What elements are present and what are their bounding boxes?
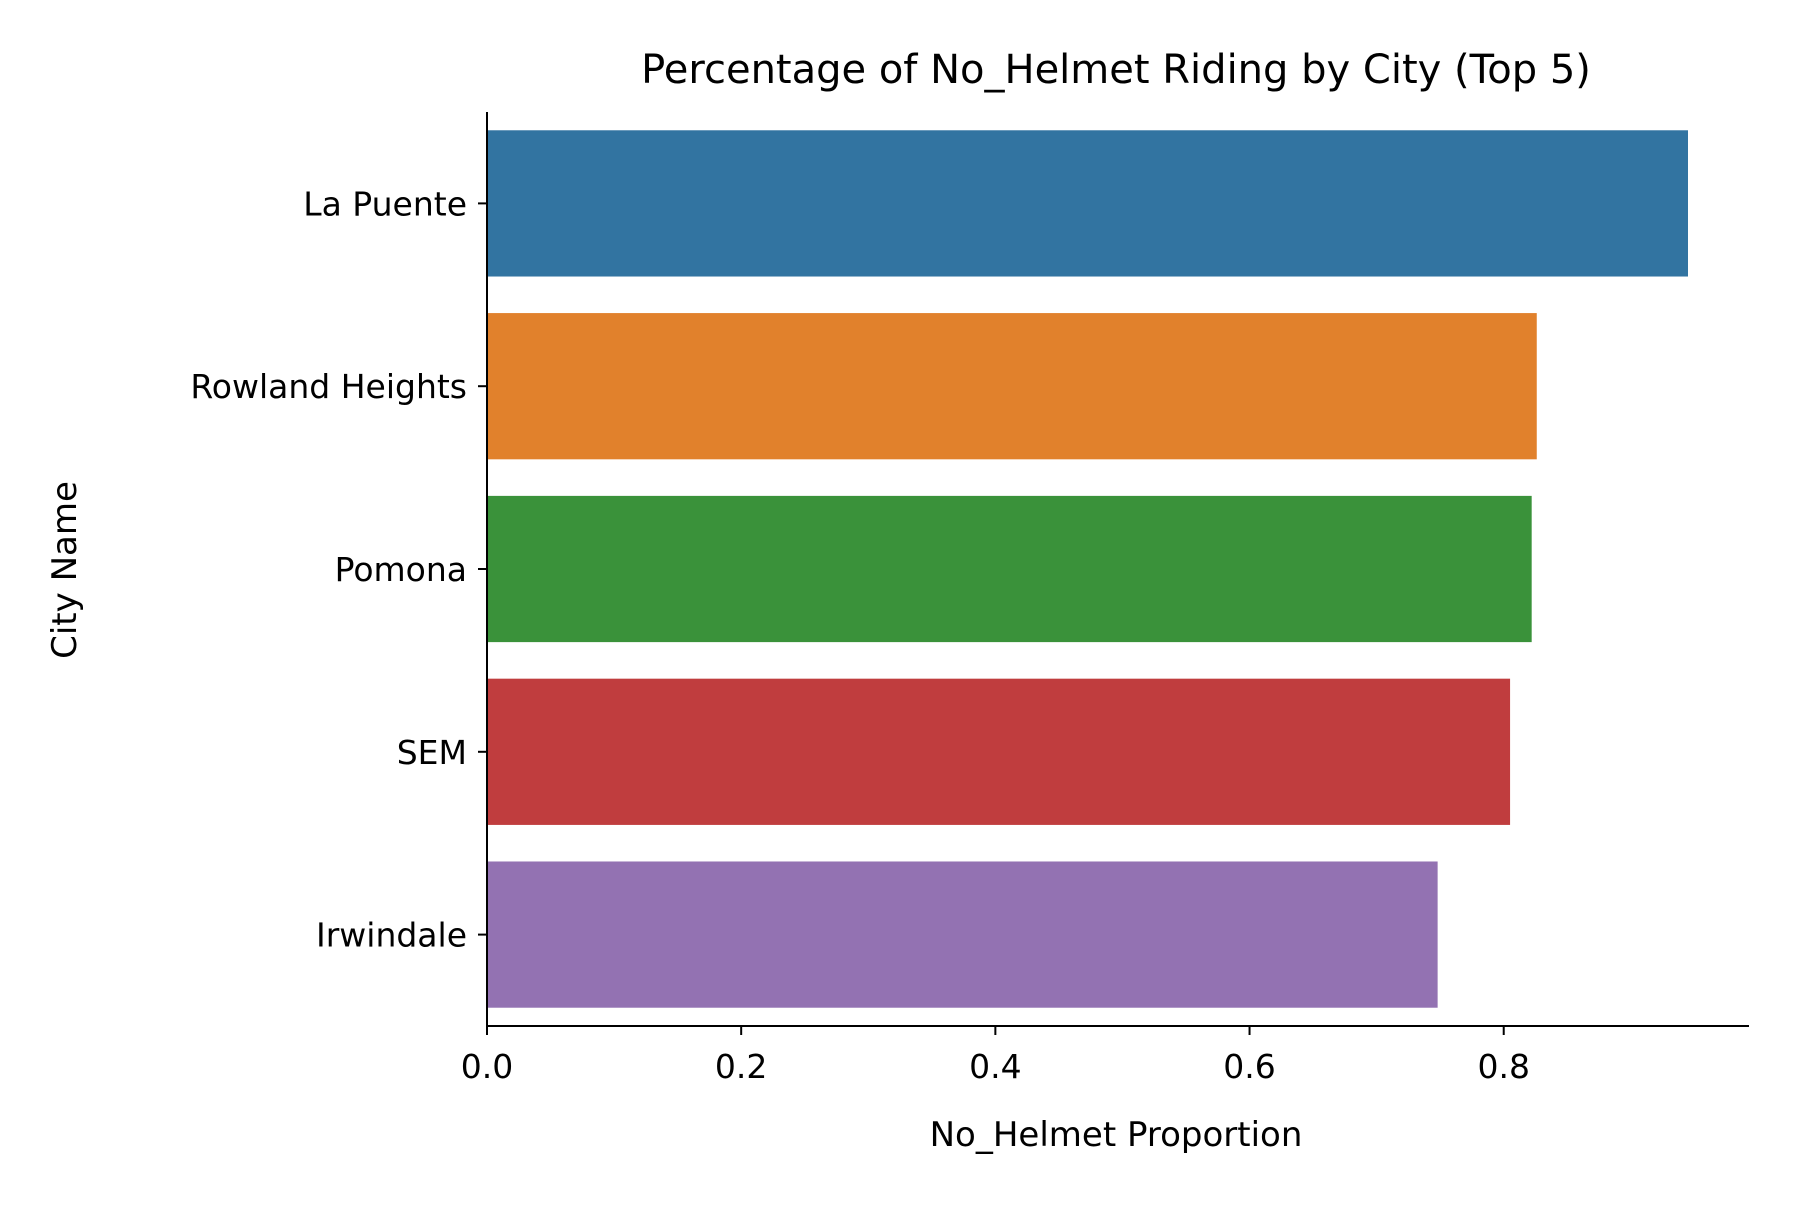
y-tick-label: Irwindale [316, 916, 467, 955]
x-tick-label: 0.8 [1477, 1047, 1529, 1086]
x-axis-label: No_Helmet Proportion [930, 1115, 1303, 1155]
y-axis-ticks: La Puente Rowland Heights Pomona SEM Irwinda… [190, 184, 487, 955]
bar-rowland-heights [487, 313, 1537, 460]
y-tick-label: Pomona [335, 550, 467, 589]
bar-sem [487, 678, 1511, 825]
bars-layer [487, 130, 1688, 1008]
y-tick-label: La Puente [303, 184, 467, 223]
x-axis-ticks: 0.0 0.2 0.4 0.6 0.8 [461, 1026, 1530, 1086]
x-tick-label: 0.2 [715, 1047, 767, 1086]
bar-pomona [487, 495, 1532, 643]
x-tick-label: 0.0 [461, 1047, 513, 1086]
y-tick-label: SEM [397, 733, 467, 772]
x-tick-label: 0.6 [1223, 1047, 1275, 1086]
x-tick-label: 0.4 [969, 1047, 1021, 1086]
bar-irwindale [487, 861, 1438, 1008]
y-tick-label: Rowland Heights [190, 367, 467, 406]
chart-title: Percentage of No_Helmet Riding by City (… [641, 47, 1591, 93]
bar-la-puente [487, 130, 1688, 277]
y-axis-label: City Name [45, 481, 85, 659]
